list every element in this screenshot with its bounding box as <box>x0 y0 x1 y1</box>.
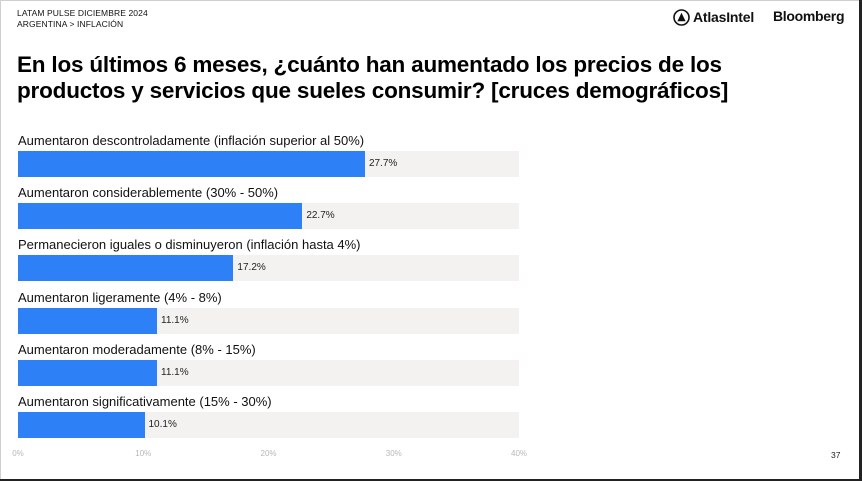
bar <box>18 203 303 230</box>
report-name: LATAM PULSE DICIEMBRE 2024 <box>17 8 148 18</box>
category-label: Aumentaron moderadamente (8% - 15%) <box>18 341 256 357</box>
atlasintel-wordmark: AtlasIntel <box>693 9 755 25</box>
atlasintel-logo: AtlasIntel <box>673 8 754 26</box>
value-label: 27.7% <box>368 158 398 169</box>
category-label: Aumentaron considerablemente (30% - 50%) <box>18 185 279 201</box>
bar <box>18 412 145 438</box>
category-label: Aumentaron ligeramente (4% - 8%) <box>18 289 222 305</box>
slide-border-right <box>859 0 862 481</box>
bar <box>18 255 234 282</box>
x-tick-label: 0% <box>12 449 24 458</box>
value-label: 22.7% <box>306 210 335 222</box>
category-label: Aumentaron descontroladamente (inflación… <box>18 133 365 148</box>
x-tick-label: 40% <box>510 449 528 458</box>
bar <box>18 359 158 386</box>
x-tick-label: 10% <box>135 449 152 458</box>
bloomberg-logo: Bloomberg <box>773 8 845 24</box>
atlas-logo-icon <box>673 8 690 26</box>
bar <box>18 307 158 334</box>
value-label: 11.1% <box>161 314 189 326</box>
bar <box>18 151 365 177</box>
breadcrumb: ARGENTINA > INFLACIÓN <box>17 19 124 29</box>
value-label: 17.2% <box>237 262 266 274</box>
x-tick-label: 30% <box>385 449 402 458</box>
value-label: 11.1% <box>161 366 189 378</box>
category-label: Permanecieron iguales o disminuyeron (in… <box>18 237 361 253</box>
value-label: 10.1% <box>148 419 177 430</box>
category-label: Aumentaron significativamente (15% - 30%… <box>18 394 272 409</box>
page-title: En los últimos 6 meses, ¿cuánto han aume… <box>17 52 729 103</box>
slide-border-bottom <box>0 479 862 481</box>
x-tick-label: 20% <box>260 449 277 458</box>
page-number: 37 <box>831 450 841 460</box>
